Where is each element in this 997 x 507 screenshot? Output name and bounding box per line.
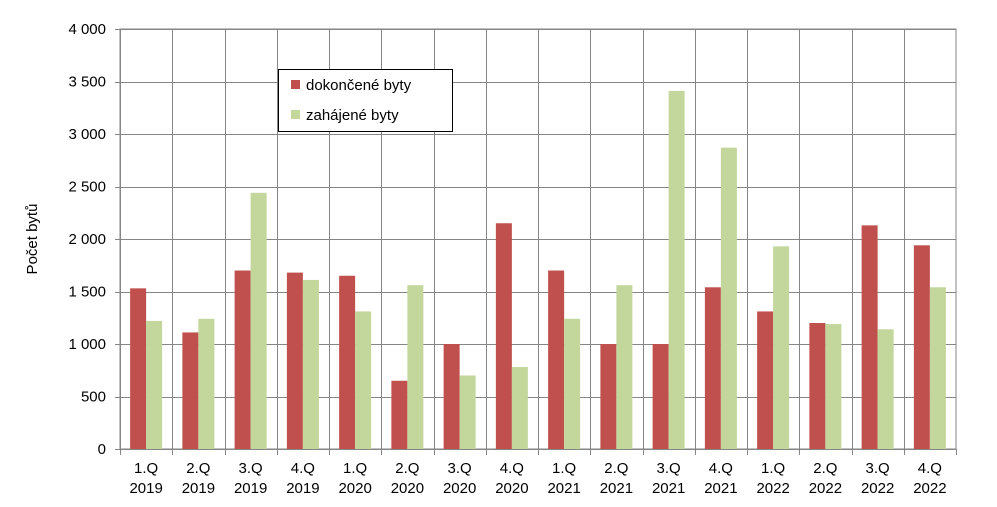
bar-zahajene-14 [877, 329, 894, 449]
bar-zahajene-10 [668, 90, 685, 449]
bar-dokoncene-1 [182, 332, 199, 449]
legend-label-dokoncene: dokončené byty [306, 77, 412, 94]
x-tick-label-year: 2021 [600, 480, 633, 497]
bar-zahajene-12 [773, 246, 790, 449]
x-tick-label-quarter: 3.Q [448, 460, 472, 477]
x-tick-label-year: 2021 [704, 480, 737, 497]
bar-zahajene-7 [511, 367, 528, 449]
bar-zahajene-15 [929, 287, 946, 449]
bar-dokoncene-7 [495, 223, 512, 449]
bar-dokoncene-14 [861, 225, 878, 449]
bar-dokoncene-6 [443, 344, 460, 449]
bar-zahajene-4 [355, 311, 372, 449]
x-tick-label-year: 2020 [495, 480, 528, 497]
x-tick-label-quarter: 1.Q [134, 460, 158, 477]
x-tick-label-year: 2020 [391, 480, 424, 497]
y-tick-label: 1 500 [68, 284, 106, 301]
bar-dokoncene-10 [652, 344, 669, 449]
bar-zahajene-1 [198, 318, 215, 449]
bar-zahajene-6 [459, 375, 476, 449]
x-tick-label-year: 2020 [443, 480, 476, 497]
y-tick-label: 1 000 [68, 336, 106, 353]
x-tick-label-quarter: 2.Q [604, 460, 628, 477]
x-tick-label-year: 2019 [129, 480, 162, 497]
x-tick-label-quarter: 2.Q [186, 460, 210, 477]
y-tick-label: 0 [98, 441, 106, 458]
y-tick-label: 2 000 [68, 231, 106, 248]
x-tick-label-quarter: 1.Q [552, 460, 576, 477]
bar-zahajene-2 [250, 192, 267, 450]
bar-dokoncene-0 [130, 288, 147, 449]
x-tick-label-quarter: 3.Q [657, 460, 681, 477]
legend-swatch-zahajene [291, 110, 300, 119]
legend-box [278, 69, 453, 132]
x-tick-label-year: 2022 [756, 480, 789, 497]
x-tick-label-quarter: 2.Q [813, 460, 837, 477]
bar-zahajene-11 [720, 147, 737, 449]
x-tick-label-year: 2019 [234, 480, 267, 497]
bar-dokoncene-4 [339, 275, 356, 449]
bar-dokoncene-13 [809, 323, 826, 449]
x-tick-label-year: 2022 [809, 480, 842, 497]
x-tick-label-quarter: 3.Q [866, 460, 890, 477]
bar-dokoncene-2 [234, 270, 251, 449]
x-tick-label-quarter: 2.Q [395, 460, 419, 477]
bar-zahajene-9 [616, 285, 633, 449]
x-tick-label-year: 2022 [913, 480, 946, 497]
x-tick-labels: 1.Q 2019 2.Q 2019 3.Q 2019 4.Q 2019 1.Q 2020 2.Q 20… [129, 460, 946, 497]
x-tick-label-quarter: 3.Q [239, 460, 263, 477]
bar-zahajene-13 [825, 324, 842, 449]
x-tick-label-quarter: 1.Q [343, 460, 367, 477]
x-tick-label-quarter: 4.Q [500, 460, 524, 477]
x-tick-label-year: 2022 [861, 480, 894, 497]
x-tick-label-year: 2019 [182, 480, 215, 497]
bar-dokoncene-12 [757, 311, 774, 449]
bars [130, 90, 946, 450]
y-tick-label: 3 000 [68, 126, 106, 143]
legend-swatch-dokoncene [291, 80, 300, 89]
bar-zahajene-3 [302, 279, 319, 449]
x-tick-label-quarter: 4.Q [291, 460, 315, 477]
y-tick-label: 500 [81, 389, 106, 406]
bar-dokoncene-3 [286, 272, 303, 449]
x-tick-label-year: 2021 [652, 480, 685, 497]
x-tick-label-year: 2021 [547, 480, 580, 497]
bar-dokoncene-8 [548, 270, 565, 449]
legend: dokončené byty zahájené byty [278, 69, 453, 132]
y-tick-label: 3 500 [68, 74, 106, 91]
bar-zahajene-8 [564, 318, 581, 449]
y-tick-label: 2 500 [68, 179, 106, 196]
bar-zahajene-5 [407, 285, 424, 449]
bar-dokoncene-5 [391, 380, 408, 449]
bar-dokoncene-9 [600, 344, 617, 449]
x-tick-label-quarter: 1.Q [761, 460, 785, 477]
legend-label-zahajene: zahájené byty [306, 107, 399, 124]
y-tick-label: 4 000 [68, 21, 106, 38]
bar-zahajene-0 [146, 320, 163, 449]
bar-dokoncene-11 [704, 287, 721, 449]
x-tick-label-quarter: 4.Q [918, 460, 942, 477]
axes [115, 29, 957, 455]
x-tick-label-quarter: 4.Q [709, 460, 733, 477]
x-tick-label-year: 2020 [338, 480, 371, 497]
y-axis-label: Počet bytů [24, 204, 41, 275]
bar-dokoncene-15 [913, 245, 930, 449]
x-tick-label-year: 2019 [286, 480, 319, 497]
y-tick-labels: 0 500 1 000 1 500 2 000 2 500 3 000 3 500 4 000 [68, 21, 106, 458]
